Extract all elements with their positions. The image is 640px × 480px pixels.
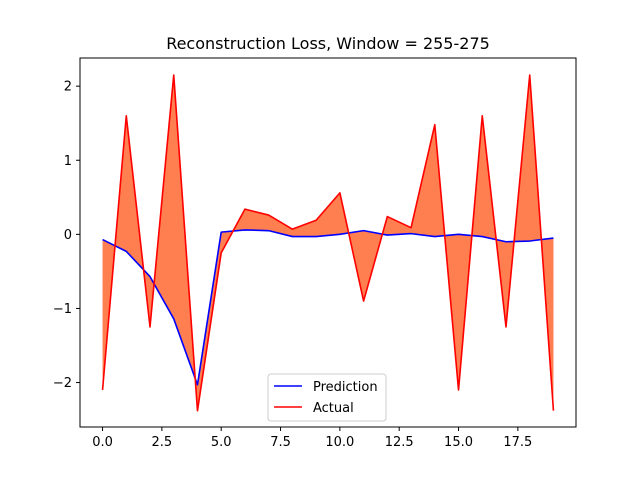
y-tick-label: 1 xyxy=(64,154,72,169)
y-tick-label: −2 xyxy=(53,376,72,391)
legend: Prediction Actual xyxy=(267,373,387,422)
chart-title: Reconstruction Loss, Window = 255-275 xyxy=(166,34,490,53)
legend-label-prediction: Prediction xyxy=(313,380,378,395)
x-tick-label: 7.5 xyxy=(270,435,291,450)
legend-label-actual: Actual xyxy=(313,401,354,416)
y-tick-label: −1 xyxy=(53,302,72,317)
y-tick-label: 0 xyxy=(64,228,72,243)
y-tick-label: 2 xyxy=(64,80,72,95)
x-tick-label: 15.0 xyxy=(444,435,473,450)
series-line-prediction xyxy=(102,229,554,386)
x-tick-label: 12.5 xyxy=(385,435,414,450)
x-tick-label: 17.5 xyxy=(503,435,532,450)
axes: 0.0 2.5 5.0 7.5 10.0 12.5 15.0 17.5 −2 −1 0 1 2 xyxy=(53,57,577,450)
x-tick-label: 2.5 xyxy=(152,435,173,450)
x-tick-label: 0.0 xyxy=(92,435,113,450)
plot-area xyxy=(101,74,555,412)
error-fill-area xyxy=(102,75,554,411)
x-tick-label: 10.0 xyxy=(325,435,354,450)
series-line-actual xyxy=(101,74,555,412)
axes-frame xyxy=(79,57,577,428)
x-tick-label: 5.0 xyxy=(211,435,232,450)
